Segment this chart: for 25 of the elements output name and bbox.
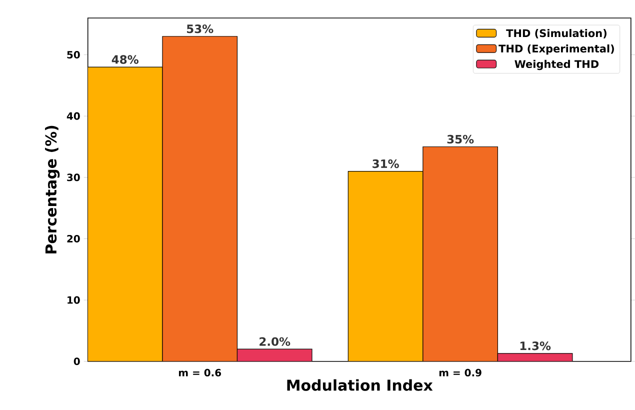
y-tick-label: 40 [66,112,80,120]
x-axis-title: Modulation Index [287,379,433,391]
legend-label: Weighted THD [514,60,599,70]
legend-label: THD (Simulation) [506,28,606,38]
y-tick-label: 50 [67,50,80,58]
y-tick-label: 20 [67,234,80,242]
data-label: 53% [187,24,214,34]
data-label: 31% [372,159,399,168]
x-tick-label: m = 0.6 [178,368,222,376]
bar [422,146,498,362]
bar [237,348,312,362]
data-label: 2.0% [260,337,290,346]
y-axis-title: Percentage (%) [45,126,60,254]
bar [162,36,238,362]
data-label: 1.3% [520,341,551,350]
bar [497,352,573,362]
bar [348,170,424,362]
legend-label: THD (Experimental) [498,44,614,54]
y-tick-label: 10 [68,296,80,304]
y-tick-label: 0 [74,357,80,365]
y-tick-label: 30 [67,173,80,182]
bar [88,66,163,362]
data-label: 48% [112,55,138,64]
x-tick-label: m = 0.9 [439,368,482,376]
data-label: 35% [447,134,474,144]
